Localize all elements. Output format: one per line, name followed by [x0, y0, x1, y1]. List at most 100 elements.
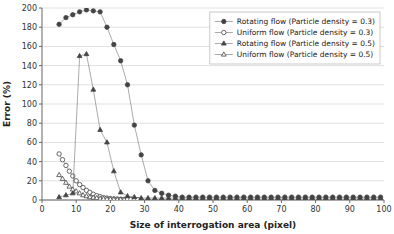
grid-line	[42, 104, 384, 105]
point	[159, 195, 164, 199]
point	[303, 195, 307, 199]
x-tick-label: 80	[311, 205, 321, 214]
point	[262, 195, 267, 199]
series-line	[59, 175, 124, 200]
point	[214, 195, 218, 199]
series-line	[59, 54, 380, 198]
point	[64, 15, 68, 19]
x-tick-label: 40	[174, 205, 184, 214]
x-tick-label: 60	[242, 205, 252, 214]
point	[187, 195, 191, 199]
point	[378, 195, 382, 199]
point	[296, 195, 301, 199]
legend: Rotating flow (Particle density = 0.3)Un…	[210, 12, 380, 64]
point	[74, 179, 78, 183]
point	[194, 195, 199, 199]
legend-label: Uniform flow (Particle density = 0.3)	[237, 28, 374, 37]
x-tick-label: 90	[345, 205, 355, 214]
point	[331, 195, 335, 199]
point	[255, 195, 259, 199]
y-tick-label: 180	[22, 23, 37, 32]
series-line	[59, 10, 380, 197]
point	[262, 195, 266, 199]
series	[57, 152, 140, 200]
y-tick-label: 0	[32, 196, 37, 205]
point	[64, 180, 69, 184]
point	[60, 176, 65, 180]
point	[146, 179, 150, 183]
legend-marker	[221, 52, 226, 56]
point	[125, 83, 129, 87]
point	[282, 195, 287, 199]
point	[111, 169, 116, 173]
legend-marker	[221, 41, 226, 45]
point	[228, 195, 233, 199]
point	[207, 195, 212, 199]
plot-area	[57, 8, 383, 200]
point	[173, 195, 178, 199]
point	[153, 188, 157, 192]
x-tick-label: 50	[208, 205, 218, 214]
point	[310, 195, 314, 199]
point	[378, 195, 383, 199]
series	[57, 172, 127, 200]
point	[235, 195, 240, 199]
point	[351, 195, 355, 199]
point	[139, 195, 144, 199]
x-tick-label: 0	[39, 205, 44, 214]
point	[317, 195, 322, 199]
point	[67, 169, 71, 173]
y-tick-label: 60	[27, 138, 37, 147]
point	[221, 195, 226, 199]
point	[289, 195, 293, 199]
point	[77, 53, 82, 57]
point	[303, 195, 308, 199]
point	[187, 195, 192, 199]
point	[200, 195, 205, 199]
point	[351, 195, 356, 199]
y-axis	[42, 8, 43, 200]
point	[248, 195, 252, 199]
point	[57, 152, 61, 156]
series-line	[59, 154, 138, 200]
point	[221, 195, 225, 199]
x-axis-label: Size of interrogation area (pixel)	[130, 220, 296, 230]
point	[242, 195, 246, 199]
point	[125, 194, 130, 198]
point	[358, 195, 363, 199]
point	[57, 172, 62, 176]
point	[228, 195, 232, 199]
x-tick-label: 30	[140, 205, 150, 214]
y-tick-label: 140	[22, 62, 37, 71]
point	[112, 42, 116, 46]
point	[337, 195, 342, 199]
point	[152, 195, 157, 199]
point	[323, 195, 328, 199]
point	[344, 195, 348, 199]
point	[283, 195, 287, 199]
point	[166, 195, 171, 199]
point	[269, 195, 274, 199]
point	[317, 195, 321, 199]
point	[132, 194, 137, 198]
x-tick-label: 100	[376, 205, 391, 214]
point	[371, 195, 376, 199]
point	[105, 25, 109, 29]
x-tick-label: 20	[105, 205, 115, 214]
point	[358, 195, 362, 199]
grid-line	[42, 161, 384, 162]
point	[64, 193, 69, 197]
point	[296, 195, 300, 199]
point	[91, 9, 95, 13]
point	[194, 195, 198, 199]
legend-marker	[222, 30, 226, 34]
point	[84, 51, 89, 55]
point	[207, 195, 211, 199]
grid-line	[42, 84, 384, 85]
legend-box	[210, 12, 380, 64]
point	[201, 195, 205, 199]
point	[71, 13, 75, 17]
point	[214, 195, 219, 199]
x-tick-label: 10	[71, 205, 81, 214]
point	[64, 163, 68, 167]
